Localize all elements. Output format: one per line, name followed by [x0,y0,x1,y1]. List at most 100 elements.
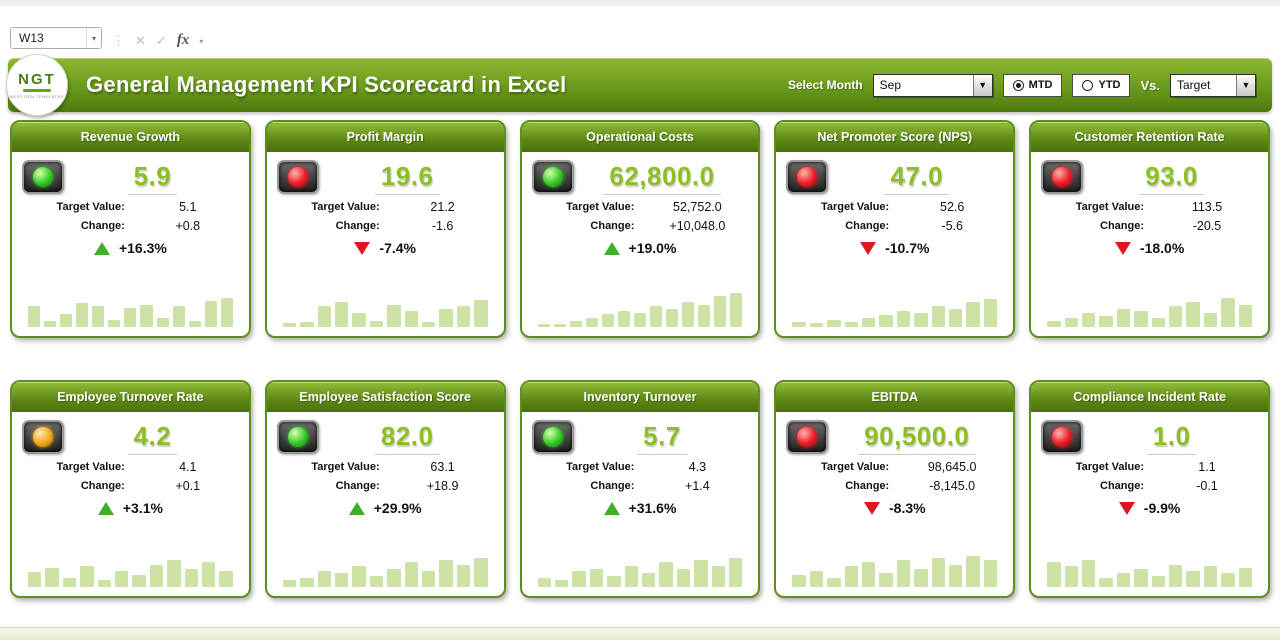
status-light-icon [1041,420,1084,454]
change-percent: +31.6% [628,500,677,516]
kpi-card-body: 90,500.0 Target Value: 98,645.0 Change: … [776,412,1013,596]
trend-sparkline [275,284,496,336]
status-bulb-icon [797,167,818,187]
confirm-icon[interactable]: ✓ [155,33,167,48]
change-value: -20.5 [1192,219,1222,233]
trend-sparkline [784,284,1005,336]
status-bulb-icon [1052,427,1073,447]
trend-sparkline [530,284,751,336]
target-value-label: Target Value: [820,201,890,213]
kpi-card-body: 47.0 Target Value: 52.6 Change: -5.6 -10… [776,152,1013,336]
change-value: -1.6 [431,219,454,233]
target-value-label: Target Value: [1075,201,1144,213]
separator-dots-icon: ⋮ [112,33,125,48]
status-light-icon [22,160,64,194]
status-bulb-icon [542,167,563,187]
trend-sparkline [530,544,751,596]
change-percent: -18.0% [1139,240,1185,256]
change-label: Change: [335,220,380,232]
change-percent-row: -10.7% [784,240,1005,256]
select-month-label: Select Month [787,78,863,92]
kpi-value: 47.0 [884,161,950,195]
target-value: 52.6 [940,200,965,214]
change-percent-row: +16.3% [20,240,241,256]
month-dropdown-value: Sep [879,78,902,92]
target-value: 4.3 [688,460,707,474]
status-light-icon [276,420,319,454]
logo-text: NGT [18,71,56,88]
kpi-card: Profit Margin 19.6 Target Value: 21.2 Ch… [264,120,506,338]
change-percent: +16.3% [118,240,167,256]
status-bulb-icon [287,427,308,447]
change-percent-row: +19.0% [530,240,751,256]
kpi-value: 5.9 [127,161,178,195]
change-percent-row: -9.9% [1039,500,1260,516]
kpi-card-body: 5.7 Target Value: 4.3 Change: +1.4 +31.6… [522,412,759,596]
cell-name-box[interactable]: W13 ▾ [10,27,102,49]
change-value: +18.9 [426,479,459,493]
change-label: Change: [335,480,380,492]
target-value-label: Target Value: [56,201,125,213]
status-light-icon [786,160,829,194]
status-bulb-icon [33,427,53,447]
kpi-card: Inventory Turnover 5.7 Target Value: 4.3… [519,380,761,598]
insert-function-icon[interactable]: fx [176,32,190,48]
kpi-card-body: 62,800.0 Target Value: 52,752.0 Change: … [522,152,759,336]
chevron-down-icon[interactable]: ▾ [85,28,101,48]
trend-arrow-icon [348,501,365,515]
trend-sparkline [20,544,241,596]
kpi-card-title: EBITDA [776,382,1014,412]
target-value-label: Target Value: [566,461,635,473]
status-light-icon [786,420,829,454]
kpi-card-title: Employee Satisfaction Score [266,382,504,412]
kpi-card: Revenue Growth 5.9 Target Value: 5.1 Cha… [10,120,251,338]
trend-sparkline [1039,284,1260,336]
change-label: Change: [845,220,890,232]
change-percent: -8.3% [889,500,926,516]
kpi-card-body: 5.9 Target Value: 5.1 Change: +0.8 +16.3… [12,152,249,336]
dashboard-header: NGT NEXT GEN TEMPLATES General Managemen… [6,54,1272,116]
kpi-value: 19.6 [374,161,440,195]
target-value: 98,645.0 [927,460,977,474]
kpi-card-title: Compliance Incident Rate [1031,382,1268,412]
change-percent-row: +29.9% [275,500,496,516]
change-label: Change: [845,480,890,492]
change-value: +0.8 [175,219,201,233]
change-percent-row: -8.3% [784,500,1005,516]
status-bulb-icon [33,167,53,187]
status-light-icon [276,160,319,194]
status-bulb-icon [797,427,818,447]
kpi-card: Employee Satisfaction Score 82.0 Target … [264,380,506,598]
trend-sparkline [275,544,496,596]
target-value-label: Target Value: [311,461,380,473]
change-value: +10,048.0 [669,219,726,233]
month-dropdown[interactable]: Sep ▼ [872,73,993,97]
trend-arrow-icon [603,241,620,255]
cancel-icon[interactable]: ✕ [135,33,146,48]
kpi-card: EBITDA 90,500.0 Target Value: 98,645.0 C… [774,380,1016,598]
target-value: 63.1 [430,460,455,474]
vs-dropdown[interactable]: Target ▼ [1170,73,1256,97]
kpi-card-body: 4.2 Target Value: 4.1 Change: +0.1 +3.1% [12,412,249,596]
trend-sparkline [784,544,1005,596]
kpi-value: 82.0 [374,421,440,455]
kpi-card: Customer Retention Rate 93.0 Target Valu… [1029,120,1270,338]
target-value: 1.1 [1198,460,1216,474]
kpi-card-title: Revenue Growth [12,122,249,152]
kpi-card-title: Inventory Turnover [521,382,759,412]
mtd-radio[interactable]: MTD [1002,73,1063,97]
dropdown-arrow-icon[interactable]: ▼ [972,74,992,96]
kpi-value: 4.2 [127,421,178,455]
status-light-icon [531,160,574,194]
trend-arrow-icon [1118,501,1135,515]
kpi-card-body: 93.0 Target Value: 113.5 Change: -20.5 -… [1031,152,1268,336]
dropdown-arrow-icon[interactable]: ▼ [1236,74,1255,96]
target-value-label: Target Value: [311,201,380,213]
ytd-radio[interactable]: YTD [1072,73,1131,97]
change-value: -0.1 [1196,479,1218,493]
kpi-card: Net Promoter Score (NPS) 47.0 Target Val… [774,120,1016,338]
vs-label: Vs. [1140,77,1160,93]
target-value-label: Target Value: [820,461,890,473]
chevron-down-icon[interactable]: ▾ [199,37,204,46]
logo: NGT NEXT GEN TEMPLATES [6,54,68,116]
